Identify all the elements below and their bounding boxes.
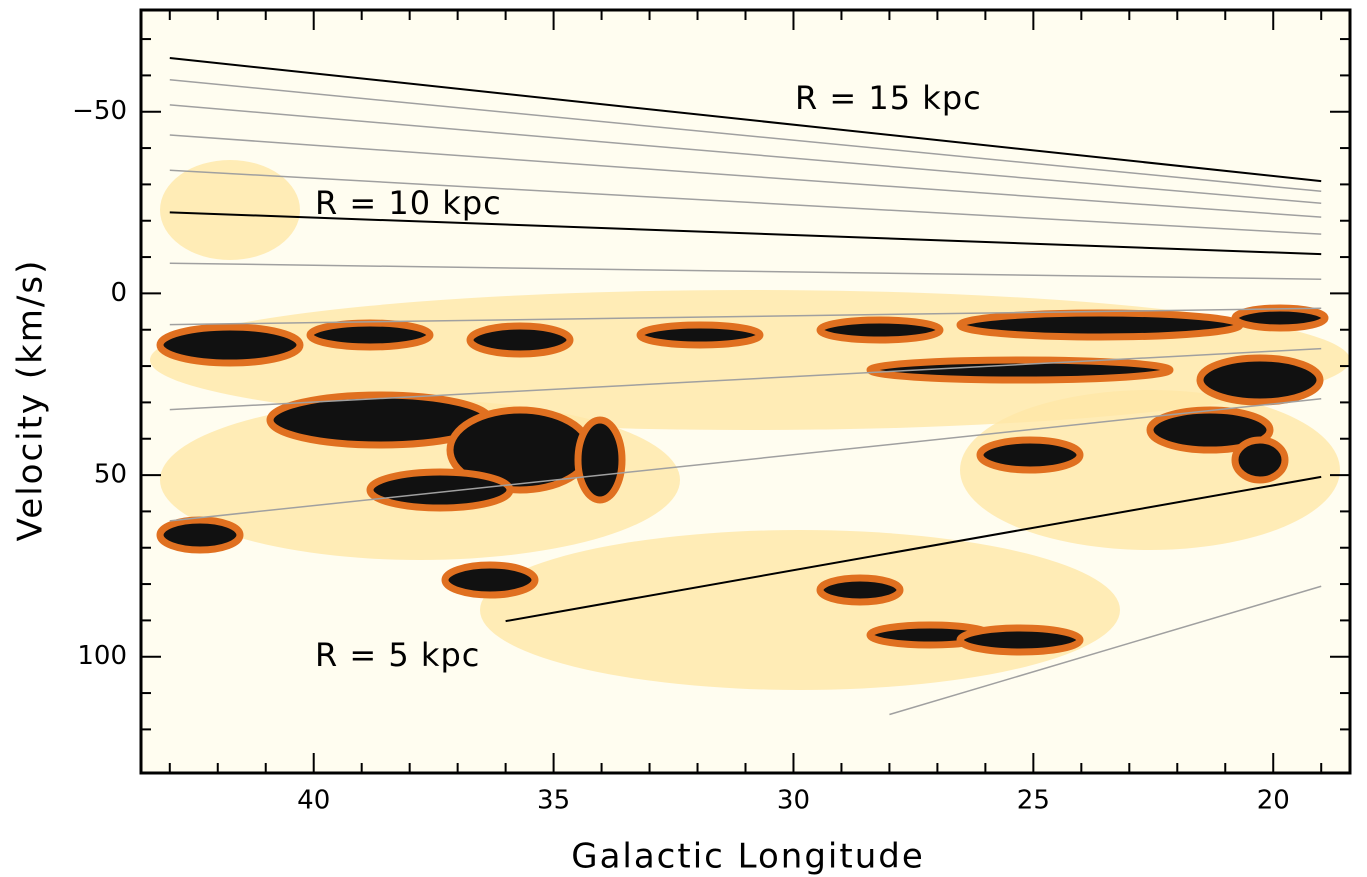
- y-tick-label: 0: [110, 278, 127, 308]
- emission-blob: [156, 304, 1329, 656]
- x-tick-label: 30: [777, 786, 810, 816]
- radius-line: [169, 104, 1322, 205]
- plot-frame: [139, 8, 1352, 775]
- radius-line: [169, 307, 1322, 326]
- radius-line: [169, 211, 1322, 256]
- x-tick-label: 25: [1017, 786, 1050, 816]
- radius-line: [169, 79, 1322, 193]
- radius-line: [169, 56, 1322, 183]
- annotation: R = 15 kpc: [795, 79, 982, 117]
- y-tick-label: 50: [94, 460, 127, 490]
- y-tick-label: 100: [77, 641, 127, 671]
- x-tick-label: 35: [537, 786, 570, 816]
- radius-line: [889, 585, 1322, 716]
- radius-line: [169, 262, 1322, 280]
- radius-line: [169, 169, 1322, 235]
- radius-line: [169, 398, 1322, 522]
- x-axis-label: Galactic Longitude: [571, 837, 925, 877]
- radius-line: [505, 475, 1322, 623]
- annotation: R = 10 kpc: [315, 184, 502, 222]
- annotation: R = 5 kpc: [315, 636, 480, 674]
- radius-line: [169, 347, 1322, 411]
- x-tick-label: 20: [1257, 786, 1290, 816]
- y-axis-label: Velocity (km/s): [11, 259, 51, 542]
- radius-line: [169, 134, 1322, 218]
- x-tick-label: 40: [297, 786, 330, 816]
- y-tick-label: −50: [72, 96, 127, 126]
